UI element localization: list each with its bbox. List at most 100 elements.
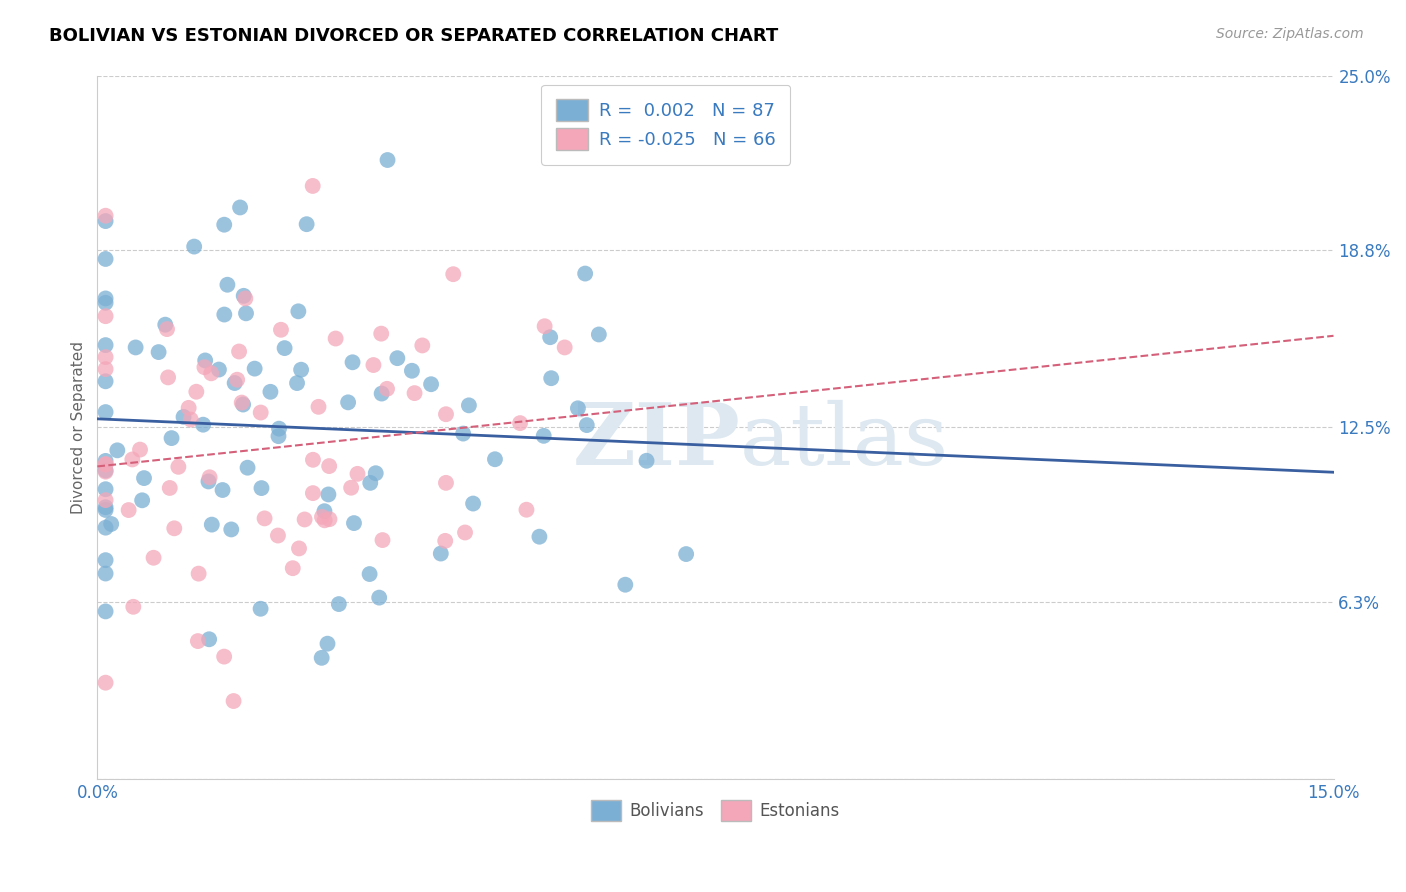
Point [94, 292, 117, 306]
Point [253, 511, 276, 525]
Point [228, 344, 250, 359]
Point [235, 306, 257, 320]
Point [177, 401, 200, 415]
Point [157, 370, 180, 384]
Legend: Bolivians, Estonians: Bolivians, Estonians [578, 787, 853, 834]
Point [316, 637, 339, 651]
Point [222, 694, 245, 708]
Point [197, 475, 219, 489]
Point [318, 487, 340, 501]
Point [212, 218, 235, 232]
Point [267, 429, 290, 443]
Point [451, 426, 474, 441]
Point [363, 358, 385, 372]
Point [301, 178, 323, 193]
Point [94, 454, 117, 468]
Point [142, 550, 165, 565]
Point [94, 521, 117, 535]
Point [94, 362, 117, 376]
Point [173, 409, 195, 424]
Point [121, 452, 143, 467]
Point [232, 289, 254, 303]
Point [434, 407, 457, 421]
Point [208, 362, 231, 376]
Point [484, 452, 506, 467]
Text: Source: ZipAtlas.com: Source: ZipAtlas.com [1216, 27, 1364, 41]
Point [94, 374, 117, 388]
Point [94, 338, 117, 352]
Point [231, 395, 253, 409]
Point [94, 675, 117, 690]
Point [318, 459, 340, 474]
Point [94, 463, 117, 477]
Point [187, 634, 209, 648]
Point [314, 504, 336, 518]
Point [198, 470, 221, 484]
Point [94, 553, 117, 567]
Point [294, 512, 316, 526]
Point [224, 376, 246, 390]
Point [636, 454, 658, 468]
Point [515, 502, 537, 516]
Point [131, 493, 153, 508]
Point [94, 503, 117, 517]
Point [290, 362, 312, 376]
Point [343, 516, 366, 530]
Point [214, 308, 236, 322]
Point [538, 330, 561, 344]
Point [187, 566, 209, 581]
Point [148, 345, 170, 359]
Point [554, 340, 576, 354]
Point [302, 486, 325, 500]
Point [226, 373, 249, 387]
Point [194, 353, 217, 368]
Point [540, 371, 562, 385]
Point [94, 295, 117, 310]
Y-axis label: Divorced or Separated: Divorced or Separated [72, 341, 86, 514]
Point [311, 650, 333, 665]
Point [302, 452, 325, 467]
Point [308, 400, 330, 414]
Point [198, 632, 221, 647]
Point [359, 475, 381, 490]
Point [359, 567, 381, 582]
Point [311, 509, 333, 524]
Point [614, 577, 637, 591]
Point [387, 351, 409, 366]
Point [250, 481, 273, 495]
Text: atlas: atlas [740, 400, 949, 483]
Point [217, 277, 239, 292]
Point [191, 417, 214, 432]
Point [675, 547, 697, 561]
Point [200, 367, 222, 381]
Point [163, 521, 186, 535]
Point [588, 327, 610, 342]
Point [411, 338, 433, 352]
Point [567, 401, 589, 416]
Point [375, 382, 398, 396]
Point [186, 384, 208, 399]
Text: BOLIVIAN VS ESTONIAN DIVORCED OR SEPARATED CORRELATION CHART: BOLIVIAN VS ESTONIAN DIVORCED OR SEPARAT… [49, 27, 779, 45]
Point [100, 516, 122, 531]
Point [288, 541, 311, 556]
Point [193, 360, 215, 375]
Point [94, 465, 117, 479]
Point [342, 355, 364, 369]
Point [94, 405, 117, 419]
Point [340, 481, 363, 495]
Point [295, 217, 318, 231]
Point [533, 429, 555, 443]
Point [94, 604, 117, 618]
Point [201, 517, 224, 532]
Point [377, 153, 399, 167]
Point [370, 326, 392, 341]
Point [94, 482, 117, 496]
Point [364, 467, 387, 481]
Point [124, 341, 146, 355]
Point [236, 460, 259, 475]
Point [94, 350, 117, 364]
Point [94, 209, 117, 223]
Point [94, 252, 117, 266]
Point [232, 398, 254, 412]
Point [233, 292, 256, 306]
